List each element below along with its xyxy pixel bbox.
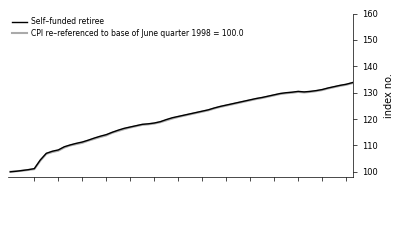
- Y-axis label: index no.: index no.: [384, 73, 394, 118]
- Legend: Self–funded retiree, CPI re–referenced to base of June quarter 1998 = 100.0: Self–funded retiree, CPI re–referenced t…: [12, 17, 243, 38]
